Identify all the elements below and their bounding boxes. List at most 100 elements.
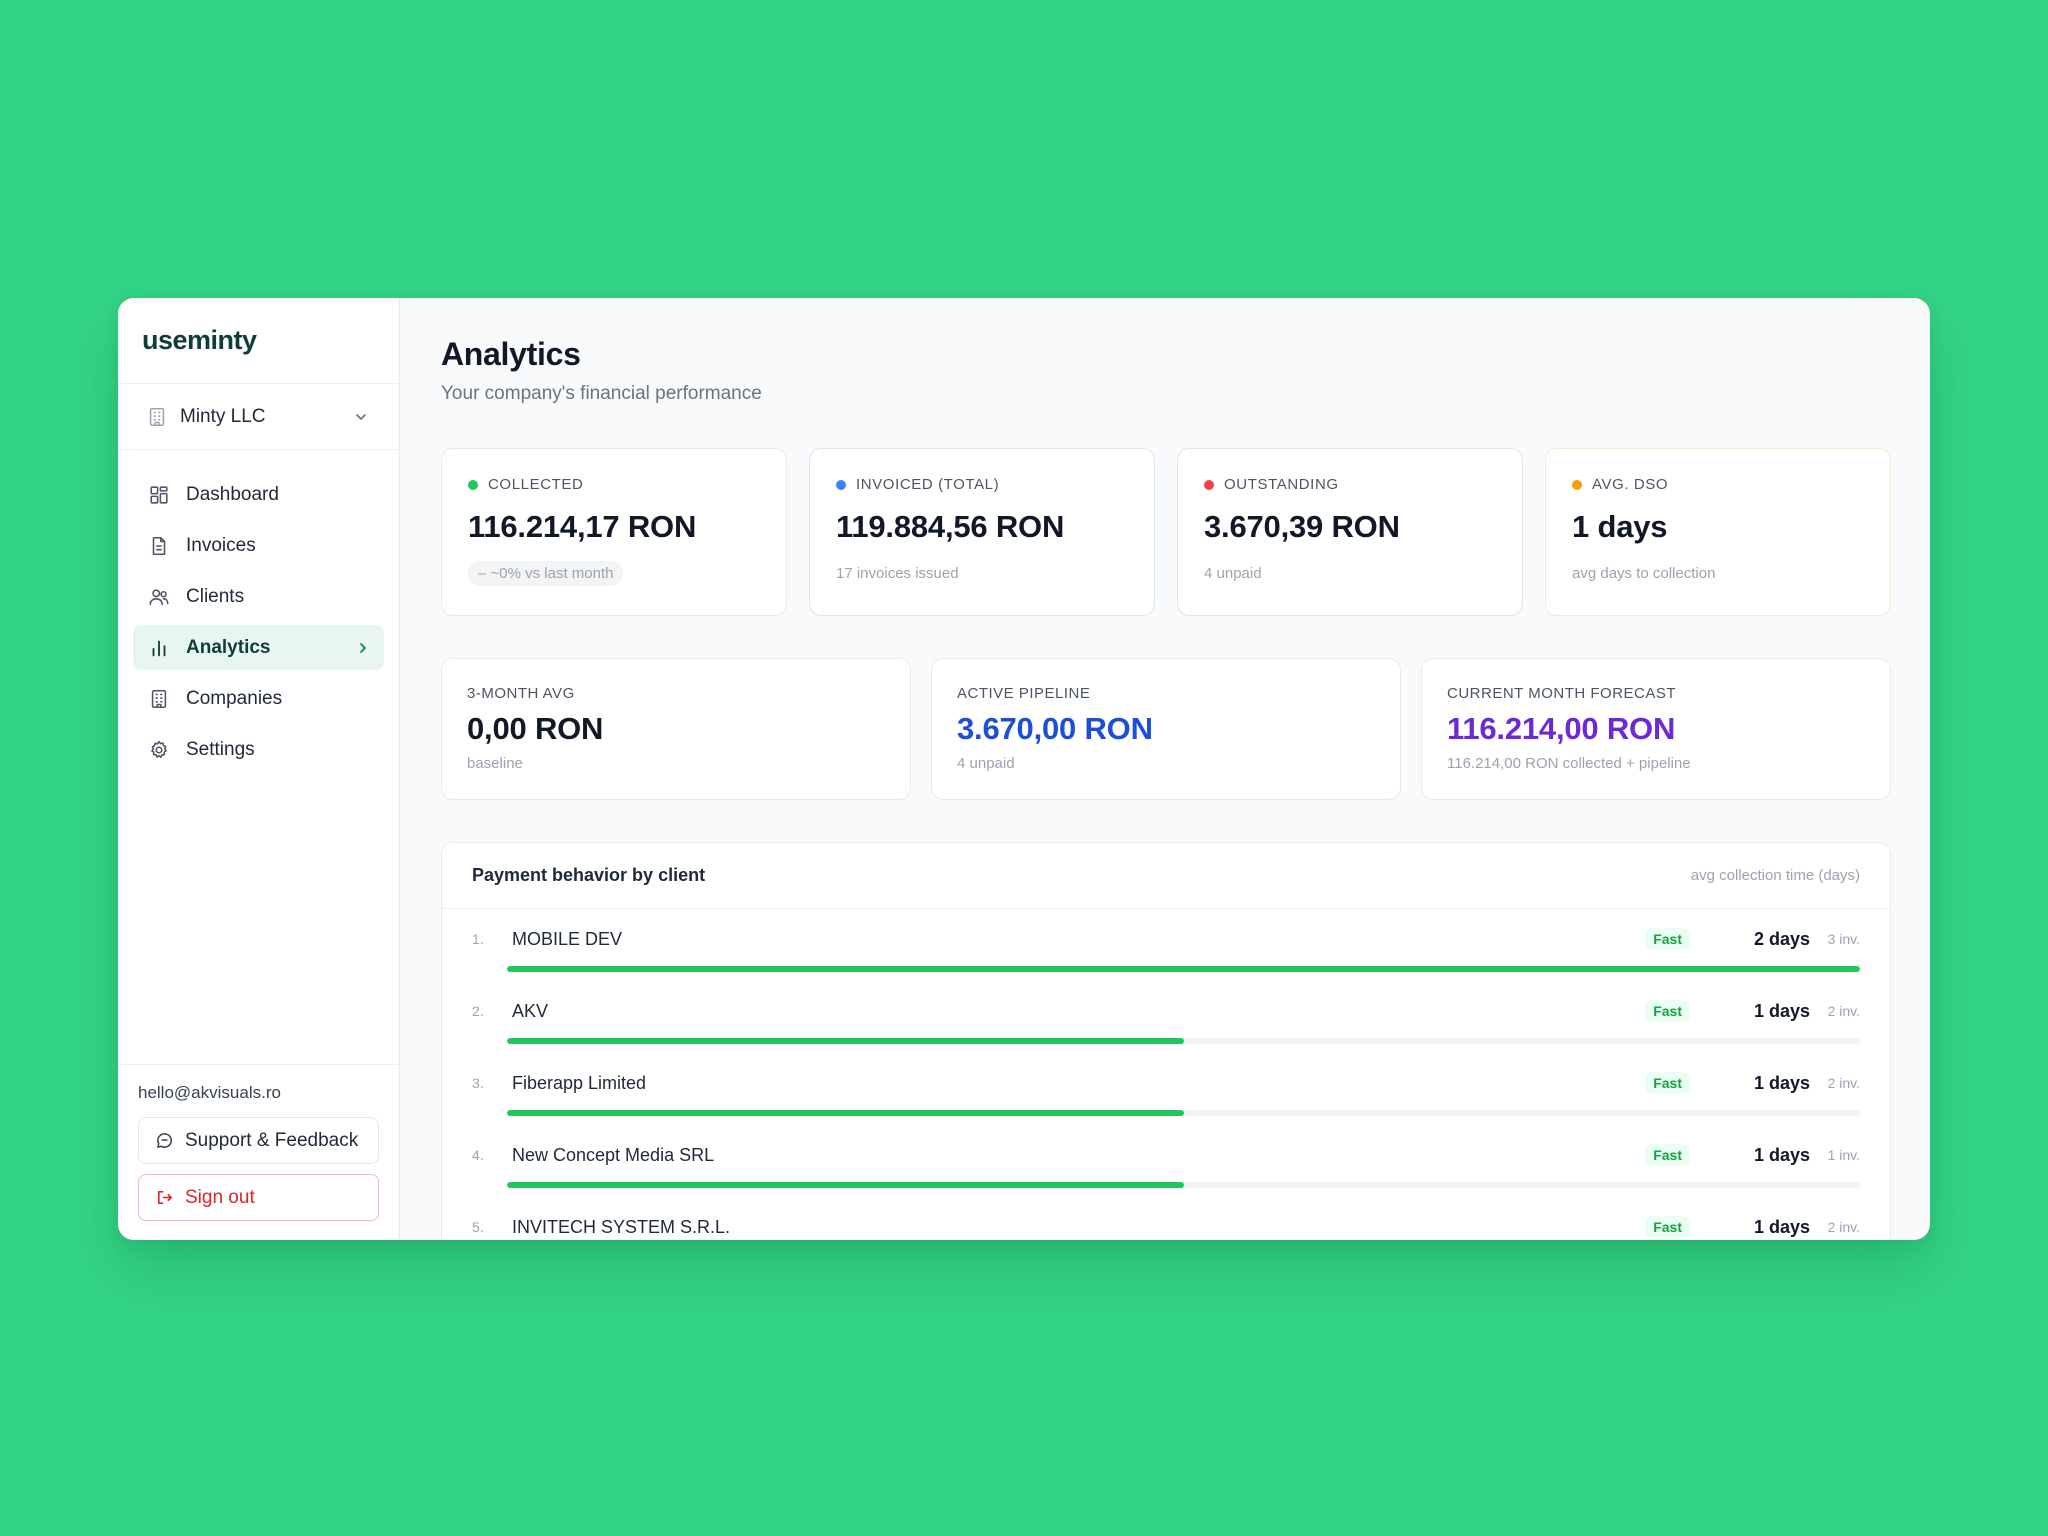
panel-title: Payment behavior by client bbox=[472, 865, 706, 885]
invoice-count: 3 inv. bbox=[1827, 931, 1860, 947]
rank: 3. bbox=[472, 1075, 484, 1091]
speed-badge: Fast bbox=[1645, 928, 1690, 950]
sidebar-item-companies[interactable]: Companies bbox=[133, 676, 384, 721]
stat-label: OUTSTANDING bbox=[1224, 476, 1339, 493]
stat-note: 4 unpaid bbox=[1204, 565, 1262, 582]
sidebar-item-clients[interactable]: Clients bbox=[133, 574, 384, 619]
building-icon bbox=[146, 406, 168, 428]
rank: 5. bbox=[472, 1219, 484, 1235]
brand-logo[interactable]: useminty bbox=[118, 298, 399, 384]
stat-label-row: INVOICED (TOTAL) bbox=[836, 476, 1128, 493]
sign-out-icon bbox=[155, 1188, 174, 1207]
sidebar-nav: Dashboard Invoices Clients Analytics bbox=[118, 450, 399, 772]
sidebar: useminty Minty LLC Dashboard In bbox=[118, 298, 400, 1240]
invoice-count: 2 inv. bbox=[1827, 1075, 1860, 1091]
user-email: hello@akvisuals.ro bbox=[138, 1083, 281, 1102]
stat-value: 116.214,00 RON bbox=[1447, 711, 1676, 746]
stat-note: 17 invoices issued bbox=[836, 565, 959, 582]
panel-hint: avg collection time (days) bbox=[1690, 867, 1860, 884]
progress-track bbox=[507, 1038, 1860, 1044]
page-subtitle: Your company's financial performance bbox=[441, 383, 762, 404]
gear-icon bbox=[148, 739, 170, 761]
stat-value: 1 days bbox=[1572, 509, 1668, 544]
speed-badge: Fast bbox=[1645, 1216, 1690, 1238]
sidebar-item-invoices[interactable]: Invoices bbox=[133, 523, 384, 568]
stat-value: 3.670,39 RON bbox=[1204, 509, 1400, 544]
client-name: INVITECH SYSTEM S.R.L. bbox=[512, 1216, 731, 1237]
payment-behavior-panel: Payment behavior by client avg collectio… bbox=[441, 842, 1891, 1240]
panel-header: Payment behavior by client avg collectio… bbox=[442, 843, 1890, 909]
rank: 2. bbox=[472, 1003, 484, 1019]
speed-badge: Fast bbox=[1645, 1072, 1690, 1094]
rank: 1. bbox=[472, 931, 484, 947]
sidebar-item-dashboard[interactable]: Dashboard bbox=[133, 472, 384, 517]
stat-card-outstanding: OUTSTANDING 3.670,39 RON 4 unpaid bbox=[1177, 448, 1523, 616]
stat-label: AVG. DSO bbox=[1592, 476, 1669, 493]
logo-text: useminty bbox=[142, 325, 257, 355]
stat-label: INVOICED (TOTAL) bbox=[856, 476, 1000, 493]
invoice-count: 2 inv. bbox=[1827, 1003, 1860, 1019]
stat-value: 0,00 RON bbox=[467, 711, 604, 746]
stat-label: ACTIVE PIPELINE bbox=[957, 685, 1091, 702]
app-window: useminty Minty LLC Dashboard In bbox=[118, 298, 1930, 1240]
stat-note: baseline bbox=[467, 755, 523, 772]
progress-fill bbox=[507, 1182, 1184, 1188]
stat-label-row: OUTSTANDING bbox=[1204, 476, 1496, 493]
list-item[interactable]: 1. MOBILE DEV Fast 2 days 3 inv. bbox=[442, 926, 1890, 998]
client-name: Fiberapp Limited bbox=[512, 1072, 647, 1093]
sidebar-item-label: Clients bbox=[186, 585, 245, 607]
avg-days: 1 days bbox=[1753, 1072, 1810, 1093]
trend-badge: – ~0% vs last month bbox=[468, 561, 624, 586]
stat-card-3-month-avg: 3-MONTH AVG 0,00 RON baseline bbox=[441, 658, 911, 800]
invoice-count: 2 inv. bbox=[1827, 1219, 1860, 1235]
main-content: Analytics Your company's financial perfo… bbox=[400, 298, 1930, 1240]
message-icon bbox=[155, 1131, 174, 1150]
chevron-right-icon bbox=[356, 641, 370, 655]
sign-out-button[interactable]: Sign out bbox=[138, 1174, 379, 1221]
speed-badge: Fast bbox=[1645, 1144, 1690, 1166]
stat-card-invoiced: INVOICED (TOTAL) 119.884,56 RON 17 invoi… bbox=[809, 448, 1155, 616]
sidebar-item-label: Dashboard bbox=[186, 483, 279, 505]
avg-days: 2 days bbox=[1753, 928, 1810, 949]
progress-track bbox=[507, 966, 1860, 972]
stat-label-row: AVG. DSO bbox=[1572, 476, 1864, 493]
row-header: 5. INVITECH SYSTEM S.R.L. Fast 1 days 2 … bbox=[472, 1214, 1860, 1240]
status-dot bbox=[1572, 479, 1582, 490]
row-header: 3. Fiberapp Limited Fast 1 days 2 inv. bbox=[472, 1070, 1860, 1096]
page-title: Analytics bbox=[441, 336, 581, 372]
chevron-down-icon bbox=[353, 409, 369, 425]
status-dot bbox=[1204, 479, 1214, 490]
list-item[interactable]: 2. AKV Fast 1 days 2 inv. bbox=[442, 998, 1890, 1070]
stat-label: CURRENT MONTH FORECAST bbox=[1447, 685, 1677, 702]
avg-days: 1 days bbox=[1753, 1000, 1810, 1021]
stat-label: 3-MONTH AVG bbox=[467, 685, 575, 702]
stat-label: COLLECTED bbox=[488, 476, 584, 493]
stat-value: 119.884,56 RON bbox=[836, 509, 1065, 544]
speed-badge: Fast bbox=[1645, 1000, 1690, 1022]
sidebar-item-label: Settings bbox=[186, 738, 255, 760]
list-item[interactable]: 3. Fiberapp Limited Fast 1 days 2 inv. bbox=[442, 1070, 1890, 1142]
sidebar-item-label: Invoices bbox=[186, 534, 256, 556]
stat-card-month-forecast: CURRENT MONTH FORECAST 116.214,00 RON 11… bbox=[1421, 658, 1891, 800]
client-name: AKV bbox=[512, 1000, 549, 1021]
progress-track bbox=[507, 1182, 1860, 1188]
stat-note: 4 unpaid bbox=[957, 755, 1015, 772]
list-item[interactable]: 5. INVITECH SYSTEM S.R.L. Fast 1 days 2 … bbox=[442, 1214, 1890, 1240]
sidebar-item-settings[interactable]: Settings bbox=[133, 727, 384, 772]
sidebar-footer: hello@akvisuals.ro Support & Feedback Si… bbox=[118, 1064, 399, 1240]
list-item[interactable]: 4. New Concept Media SRL Fast 1 days 1 i… bbox=[442, 1142, 1890, 1214]
stat-note: avg days to collection bbox=[1572, 565, 1716, 582]
company-selector[interactable]: Minty LLC bbox=[118, 384, 399, 450]
row-header: 4. New Concept Media SRL Fast 1 days 1 i… bbox=[472, 1142, 1860, 1168]
stat-card-collected: COLLECTED 116.214,17 RON – ~0% vs last m… bbox=[441, 448, 787, 616]
stat-value: 116.214,17 RON bbox=[468, 509, 697, 544]
stat-card-avg-dso: AVG. DSO 1 days avg days to collection bbox=[1545, 448, 1891, 616]
bar-chart-icon bbox=[148, 637, 170, 659]
stat-note: 116.214,00 RON collected + pipeline bbox=[1447, 755, 1691, 772]
sidebar-item-analytics[interactable]: Analytics bbox=[133, 625, 384, 670]
company-name: Minty LLC bbox=[180, 405, 266, 427]
support-feedback-button[interactable]: Support & Feedback bbox=[138, 1117, 379, 1164]
progress-fill bbox=[507, 1038, 1184, 1044]
building-icon bbox=[148, 688, 170, 710]
secondary-kpi-cards: 3-MONTH AVG 0,00 RON baseline ACTIVE PIP… bbox=[441, 658, 1891, 800]
